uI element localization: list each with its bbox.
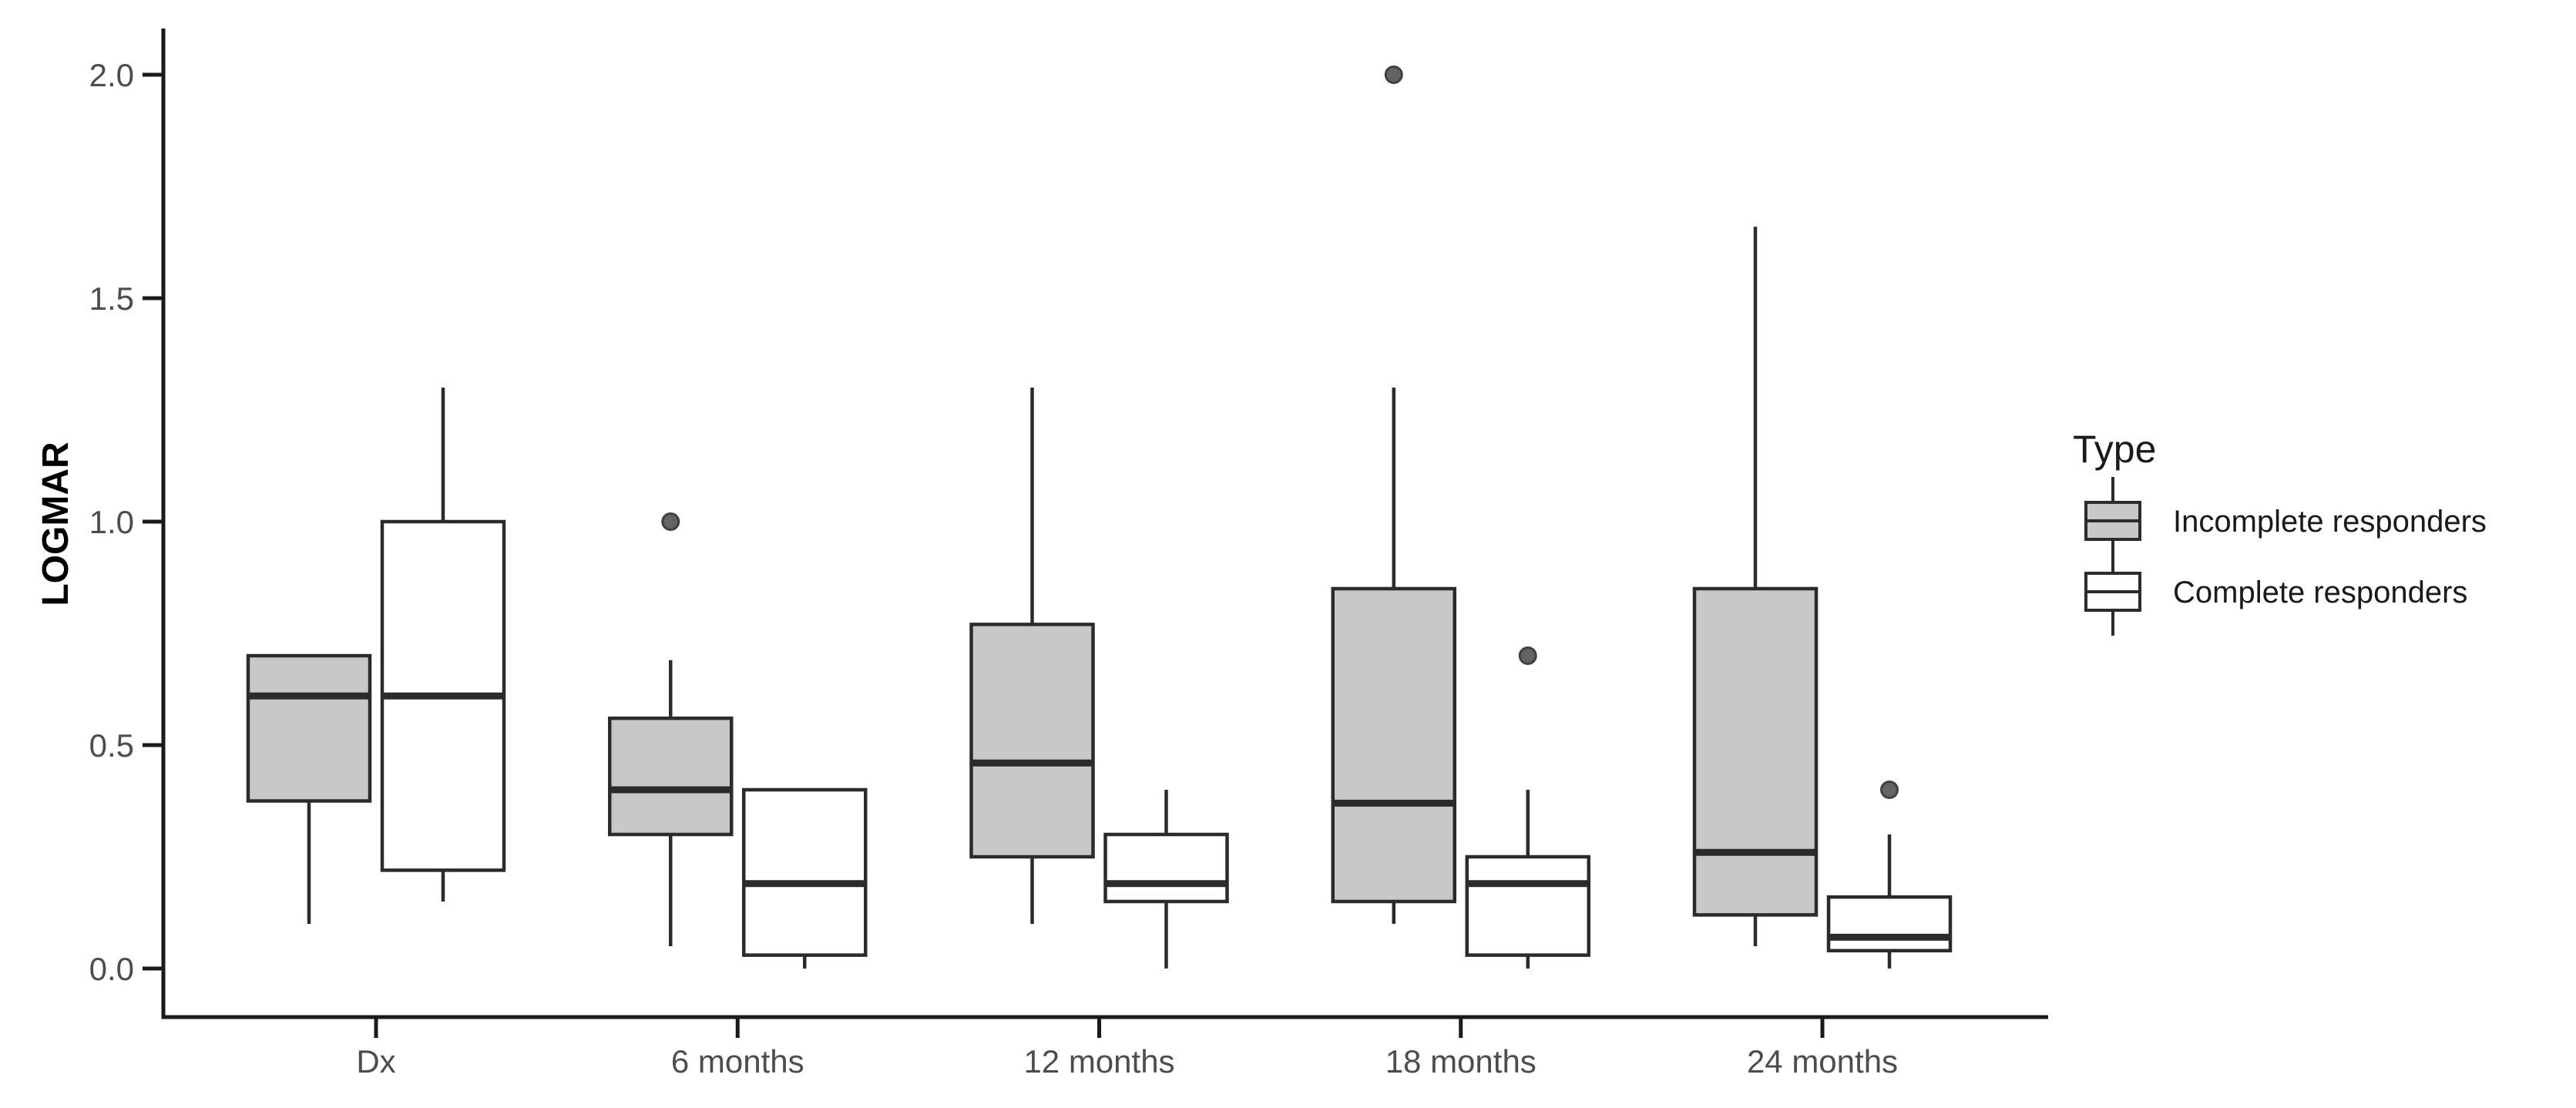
legend-item-label: Incomplete responders (2173, 505, 2487, 539)
boxplot-box (608, 716, 734, 837)
y-tick-label: 2.0 (89, 57, 134, 93)
boxplot-box (742, 787, 868, 957)
outlier-point (1384, 65, 1403, 84)
boxplot-box (246, 653, 372, 803)
boxplot-box (1692, 586, 1819, 917)
x-category-label: 12 months (1023, 1043, 1174, 1079)
boxplot-box (1465, 855, 1590, 957)
outlier-point (1880, 781, 1899, 799)
boxplot-box (1331, 586, 1456, 904)
y-tick-label: 0.0 (89, 951, 134, 987)
y-tick-label: 1.5 (89, 280, 134, 317)
boxplot-box (1826, 895, 1953, 953)
legend-title: Type (2073, 428, 2156, 471)
y-tick-label: 0.5 (89, 727, 134, 764)
boxplot-box (969, 623, 1095, 859)
x-category-label: 18 months (1385, 1043, 1537, 1079)
outlier-point (1518, 646, 1537, 665)
boxplot-box (1103, 832, 1229, 904)
outlier-point (661, 512, 680, 531)
y-tick-label: 1.0 (89, 504, 134, 540)
x-category-label: Dx (356, 1043, 395, 1079)
legend-item-label: Complete responders (2173, 576, 2467, 609)
x-category-label: 6 months (671, 1043, 804, 1079)
x-category-label: 24 months (1747, 1043, 1898, 1079)
y-axis-title: LOGMAR (35, 442, 76, 606)
